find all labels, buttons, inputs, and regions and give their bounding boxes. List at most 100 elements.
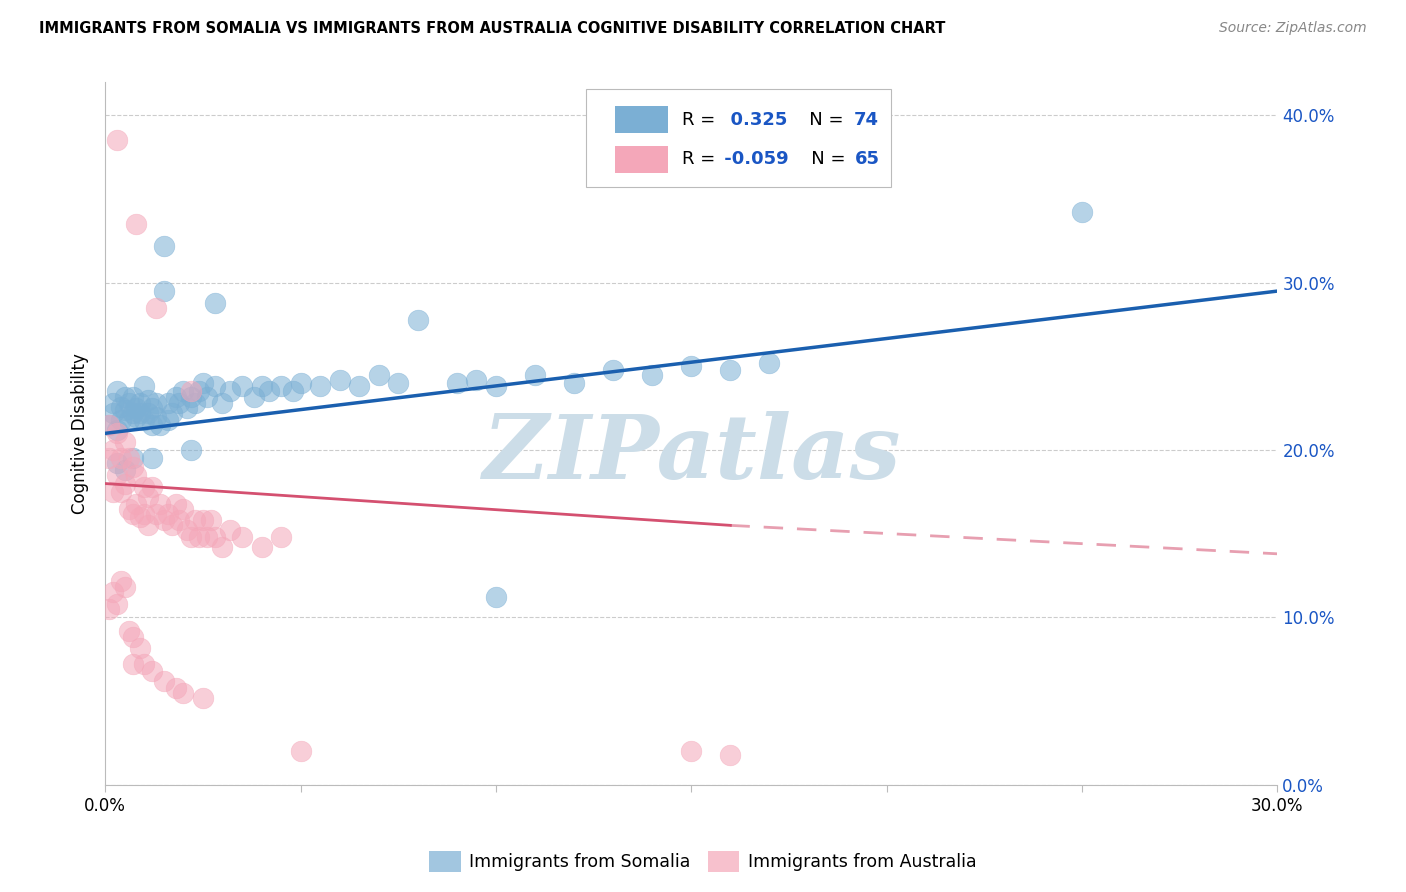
Point xyxy=(125,217,148,231)
Text: R =: R = xyxy=(682,111,716,128)
Point xyxy=(188,530,211,544)
Point xyxy=(105,426,128,441)
Point xyxy=(172,384,194,399)
Point xyxy=(270,530,292,544)
Point xyxy=(367,368,389,382)
Point xyxy=(98,417,121,432)
Point xyxy=(145,409,167,424)
Point xyxy=(270,379,292,393)
Point xyxy=(165,497,187,511)
Point xyxy=(101,443,124,458)
Point xyxy=(231,379,253,393)
Point xyxy=(121,459,143,474)
Point xyxy=(281,384,304,399)
Point xyxy=(121,390,143,404)
Point xyxy=(160,518,183,533)
Point xyxy=(141,401,163,416)
Point xyxy=(134,480,156,494)
Point xyxy=(105,597,128,611)
Point xyxy=(114,390,136,404)
Point xyxy=(101,396,124,410)
Text: Source: ZipAtlas.com: Source: ZipAtlas.com xyxy=(1219,21,1367,35)
Point xyxy=(1071,205,1094,219)
Point xyxy=(110,400,132,414)
Point xyxy=(141,417,163,432)
Point xyxy=(136,392,159,407)
Point xyxy=(180,530,202,544)
Point xyxy=(387,376,409,391)
Point xyxy=(172,501,194,516)
Point xyxy=(141,480,163,494)
Point xyxy=(758,356,780,370)
Point xyxy=(110,413,132,427)
Point xyxy=(176,401,198,416)
Point xyxy=(145,396,167,410)
Point xyxy=(562,376,585,391)
Point xyxy=(134,657,156,672)
Point xyxy=(136,490,159,504)
Point xyxy=(180,443,202,458)
Point xyxy=(134,413,156,427)
FancyBboxPatch shape xyxy=(586,89,890,187)
Point xyxy=(184,513,207,527)
Point xyxy=(188,384,211,399)
Point xyxy=(114,403,136,417)
Point xyxy=(110,574,132,588)
Text: 0.325: 0.325 xyxy=(717,111,787,128)
Point xyxy=(211,540,233,554)
Point xyxy=(195,530,218,544)
Point xyxy=(153,284,176,298)
Point xyxy=(180,390,202,404)
Point xyxy=(110,484,132,499)
Point xyxy=(172,686,194,700)
Point xyxy=(204,295,226,310)
Point xyxy=(121,406,143,420)
Point xyxy=(160,406,183,420)
Point xyxy=(242,390,264,404)
Point xyxy=(125,409,148,424)
Point xyxy=(184,396,207,410)
Point xyxy=(219,384,242,399)
Point xyxy=(125,401,148,416)
Point xyxy=(211,396,233,410)
Point xyxy=(195,390,218,404)
Point xyxy=(169,513,191,527)
Point xyxy=(114,476,136,491)
Point xyxy=(485,379,508,393)
Point xyxy=(465,373,488,387)
Point xyxy=(176,524,198,538)
Point xyxy=(141,664,163,678)
Point xyxy=(219,524,242,538)
Point xyxy=(231,530,253,544)
Point xyxy=(125,468,148,483)
Point xyxy=(681,744,703,758)
Point xyxy=(129,510,152,524)
Text: IMMIGRANTS FROM SOMALIA VS IMMIGRANTS FROM AUSTRALIA COGNITIVE DISABILITY CORREL: IMMIGRANTS FROM SOMALIA VS IMMIGRANTS FR… xyxy=(39,21,946,36)
Point xyxy=(121,657,143,672)
Point xyxy=(114,463,136,477)
Point xyxy=(290,376,312,391)
Point xyxy=(250,540,273,554)
Point xyxy=(250,379,273,393)
Point xyxy=(191,513,214,527)
Point xyxy=(105,384,128,399)
Point xyxy=(718,747,741,762)
Point xyxy=(165,390,187,404)
Point xyxy=(118,451,141,466)
Point xyxy=(165,681,187,695)
Point xyxy=(136,406,159,420)
Text: -0.059: -0.059 xyxy=(717,150,789,169)
Point xyxy=(141,451,163,466)
Point xyxy=(118,501,141,516)
Point xyxy=(524,368,547,382)
Point xyxy=(118,624,141,638)
Point xyxy=(156,507,179,521)
Point xyxy=(153,239,176,253)
Point xyxy=(156,396,179,410)
Point xyxy=(602,363,624,377)
Point xyxy=(149,417,172,432)
Point xyxy=(125,497,148,511)
Point xyxy=(114,434,136,449)
Point xyxy=(129,396,152,410)
Point xyxy=(191,690,214,705)
